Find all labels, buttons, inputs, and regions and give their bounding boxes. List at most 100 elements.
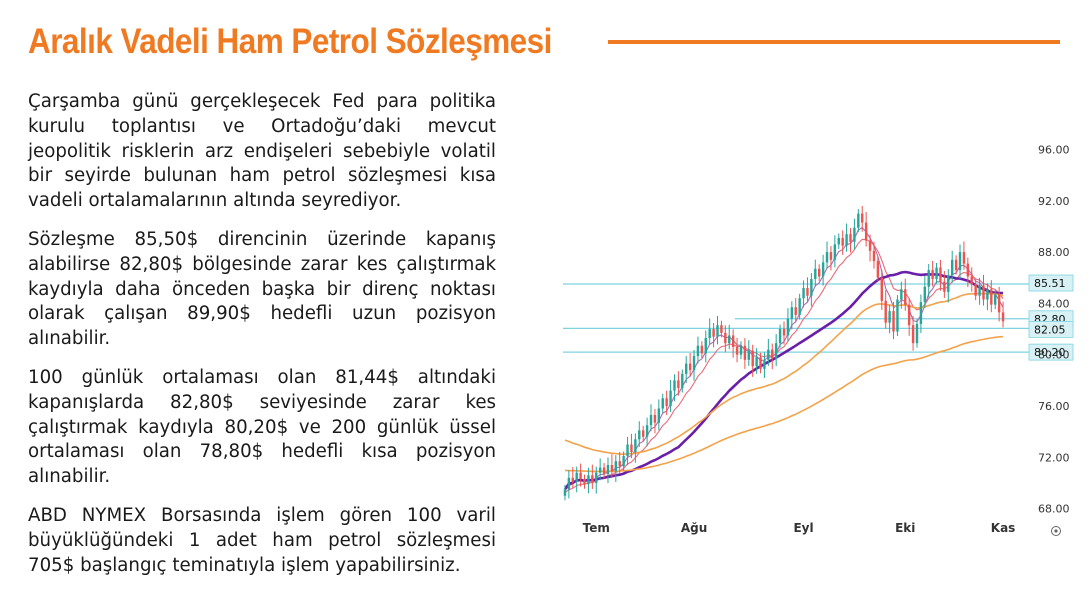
candle-body [638,430,641,440]
candle-body [954,259,958,271]
settings-icon[interactable] [1051,526,1061,536]
candle-body [645,425,649,437]
candle-body [911,325,915,344]
candle-body [896,299,899,332]
candle-body [774,343,778,359]
candle-body [665,398,668,406]
candle-body [759,357,762,369]
moving-average-line [563,270,1004,491]
candle-body [974,284,977,296]
candle-body [724,332,727,344]
candle-body [806,288,809,296]
candle-body [614,461,618,472]
candle-body [684,363,688,374]
candle-body [939,267,942,282]
candle-body [610,464,614,472]
candle-body [947,275,950,292]
candle-body [915,323,919,344]
candle-body [739,345,743,355]
candle-body [747,350,751,360]
candle-body [825,252,829,263]
candle-body [923,286,927,303]
y-tick-label: 96.00 [1038,143,1070,156]
paragraph-4: ABD NYMEX Borsasında işlem gören 100 var… [28,504,496,576]
candle-body [978,285,981,296]
candle-body [622,456,625,467]
candle-body [966,263,970,277]
candle-body [782,329,786,336]
candle-body [681,373,684,389]
candle-body [884,300,887,323]
x-tick-label: Eyl [793,521,813,535]
candle-body [1001,312,1005,322]
article-body: Çarşamba günü gerçekleşecek Fed para pol… [28,90,496,592]
price-level-label-box [1028,274,1074,292]
candle-body [907,304,911,326]
candle-body [634,439,637,453]
candle-body [763,359,766,369]
candle-body [868,240,872,251]
x-tick-label: Tem [583,521,610,535]
candle-body [892,311,895,332]
candle-body [767,349,770,360]
candle-body [657,408,661,423]
candle-body [817,268,821,277]
candle-body [771,349,774,359]
candle-body [735,346,739,355]
candle-body [688,363,692,371]
moving-average-line [564,238,1004,493]
candle-body [904,289,907,305]
candle-body [849,234,852,242]
price-level-label-box [1028,343,1074,361]
price-level-label: 80.20 [1034,346,1066,359]
candle-body [587,475,590,485]
y-tick-label: 88.00 [1038,246,1070,259]
candle-body [778,329,782,344]
paragraph-3: 100 günlük ortalaması olan 81,44$ altınd… [28,366,496,488]
candle-body [802,288,805,299]
candle-body [716,325,719,337]
candle-body [602,467,606,474]
candle-body [571,477,574,482]
candle-body [669,390,672,406]
paragraph-2: Sözleşme 85,50$ direncinin üzerinde kapa… [28,228,496,350]
candle-body [591,475,594,483]
candle-body [606,464,610,474]
candle-body [927,270,930,287]
candle-body [704,338,707,354]
y-tick-label: 72.00 [1038,451,1070,464]
candle-body [755,357,758,367]
candle-body [649,414,653,426]
candle-body [626,444,629,457]
candle-body [567,477,571,490]
candle-body [579,472,582,480]
candle-body [943,281,946,292]
candle-body [919,302,923,324]
candle-body [888,311,891,323]
candle-body [958,252,962,271]
candle-body [829,252,833,260]
x-tick-label: Ağu [681,521,707,535]
candle-body [673,380,676,391]
candle-body [794,307,797,315]
candle-body [935,267,938,280]
moving-average-line [564,335,1004,473]
candle-body [661,398,664,409]
candle-body [857,213,860,228]
x-tick-label: Kas [991,521,1016,535]
candle-body [630,444,633,453]
candle-body [786,318,790,336]
page-title: Aralık Vadeli Ham Petrol Sözleşmesi [28,22,552,61]
candle-body [982,285,985,300]
candle-body [833,244,837,260]
candle-body [700,345,704,354]
candle-body [743,345,747,360]
candle-body [696,345,700,356]
candle-body [731,335,735,347]
candle-body [931,270,934,280]
candle-body [900,289,903,300]
candle-body [864,222,868,241]
candle-body [950,259,954,276]
candle-body [692,355,696,371]
